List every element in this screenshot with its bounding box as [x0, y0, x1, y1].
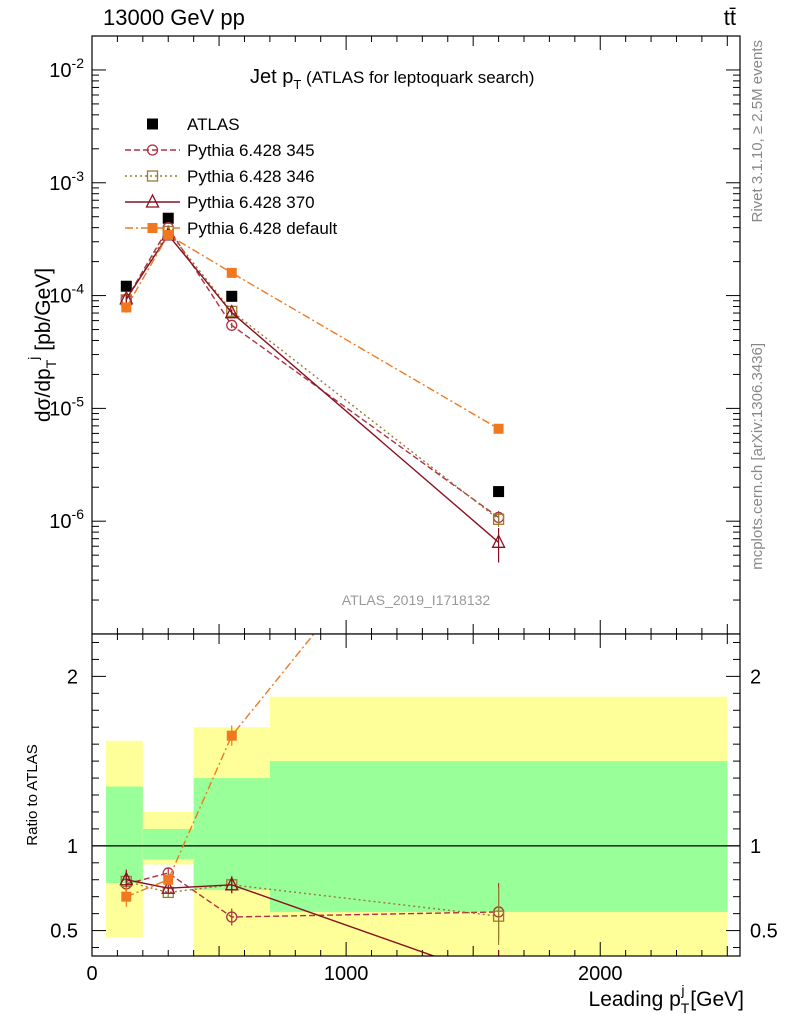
ratio-series-3: [121, 634, 315, 907]
top-ytick-label: 10-3: [49, 168, 84, 195]
xlabel: Leading pTj [GeV]: [589, 982, 744, 1016]
series-4: [121, 229, 504, 434]
data-point: [145, 193, 160, 208]
data-point: [493, 486, 505, 498]
data-point: [226, 911, 238, 923]
top-axis-ticks: [91, 35, 740, 635]
data-point: [163, 229, 174, 240]
ratio-line: [126, 634, 315, 898]
series-0: [120, 212, 505, 498]
ratio-ytick-label-right: 0.5: [750, 921, 778, 943]
ratio-ytick-label: 0.5: [50, 921, 78, 943]
legend: ATLAS Pythia 6.428 345 Pythia 6.428 346 Pyt…: [125, 115, 338, 238]
ratio-series-layer: [119, 634, 505, 984]
data-point: [226, 319, 238, 331]
channel-label: tt̄: [724, 5, 736, 30]
data-point: [226, 730, 237, 741]
data-point: [491, 533, 506, 548]
inner-band: [105, 786, 143, 884]
data-point: [226, 290, 238, 302]
main-panel: Jet pT (ATLAS for leptoquark search) dσ/…: [25, 35, 741, 635]
data-point: [146, 144, 159, 156]
data-point: [119, 871, 134, 886]
ratio-panel: Ratio to ATLAS 0.5 0.5 1 1 2 2 0 1000 2000 Leadi…: [24, 633, 778, 1016]
data-point: [163, 874, 174, 885]
ratio-line: [126, 880, 499, 917]
data-point: [147, 223, 158, 233]
ratio-line: [126, 879, 436, 956]
data-point: [147, 118, 158, 130]
ratio-ylabel: Ratio to ATLAS: [24, 744, 41, 845]
ratio-line: [126, 872, 499, 918]
top-ytick-label: 10-5: [49, 393, 84, 420]
legend-item: Pythia 6.428 default: [125, 219, 338, 238]
analysis-label: ATLAS_2019_I1718132: [342, 592, 491, 608]
ratio-ytick-label-right: 1: [750, 836, 761, 858]
inner-band: [193, 778, 270, 890]
ratio-frame: [91, 633, 741, 957]
series-line: [125, 233, 500, 543]
ratio-series-2: [119, 869, 505, 984]
data-point: [224, 876, 239, 891]
series-line: [125, 226, 499, 518]
ratio-ytick-label-right: 2: [750, 666, 761, 688]
top-ytick-labels: 10-6 10-5 10-4 10-3 10-2: [49, 55, 84, 533]
source-label: mcplots.cern.ch [arXiv:1306.3436]: [749, 343, 766, 570]
data-point: [224, 304, 239, 319]
xtick-label: 0: [86, 963, 97, 985]
uncertainty-bands: [105, 696, 728, 956]
inner-band: [142, 828, 194, 860]
rivet-label: Rivet 3.1.10, ≥ 2.5M events: [749, 40, 766, 223]
ratio-tick-labels: 0.5 0.5 1 1 2 2 0 1000 2000: [50, 666, 778, 985]
data-point: [121, 891, 132, 902]
data-point: [120, 280, 132, 292]
data-point: [161, 879, 176, 894]
legend-item: Pythia 6.428 346: [125, 167, 315, 186]
top-series-layer: [119, 212, 506, 563]
data-point: [146, 170, 159, 182]
data-point: [162, 212, 174, 224]
process-label: 13000 GeV pp: [103, 5, 245, 30]
top-ytick-label: 10-4: [49, 281, 84, 308]
xtick-label: 2000: [578, 963, 623, 985]
legend-item: ATLAS: [147, 115, 240, 134]
data-point: [493, 972, 505, 984]
legend-label: Pythia 6.428 default: [187, 219, 338, 238]
data-point: [226, 267, 237, 278]
legend-item: Pythia 6.428 345: [125, 141, 315, 160]
data-point: [492, 910, 505, 922]
legend-label: Pythia 6.428 370: [187, 193, 315, 212]
data-point: [493, 423, 504, 434]
data-point: [492, 513, 505, 525]
top-ytick-label: 10-6: [49, 506, 84, 533]
top-ytick-label: 10-2: [49, 55, 84, 82]
legend-label: Pythia 6.428 345: [187, 141, 315, 160]
data-point: [121, 302, 132, 313]
ratio-ytick-label: 1: [67, 836, 78, 858]
ratio-ytick-label: 2: [67, 666, 78, 688]
legend-label: ATLAS: [187, 115, 240, 134]
ratio-axis-ticks: [91, 634, 740, 956]
legend-label: Pythia 6.428 346: [187, 167, 315, 186]
legend-item: Pythia 6.428 370: [125, 193, 315, 212]
xtick-label: 1000: [324, 963, 369, 985]
